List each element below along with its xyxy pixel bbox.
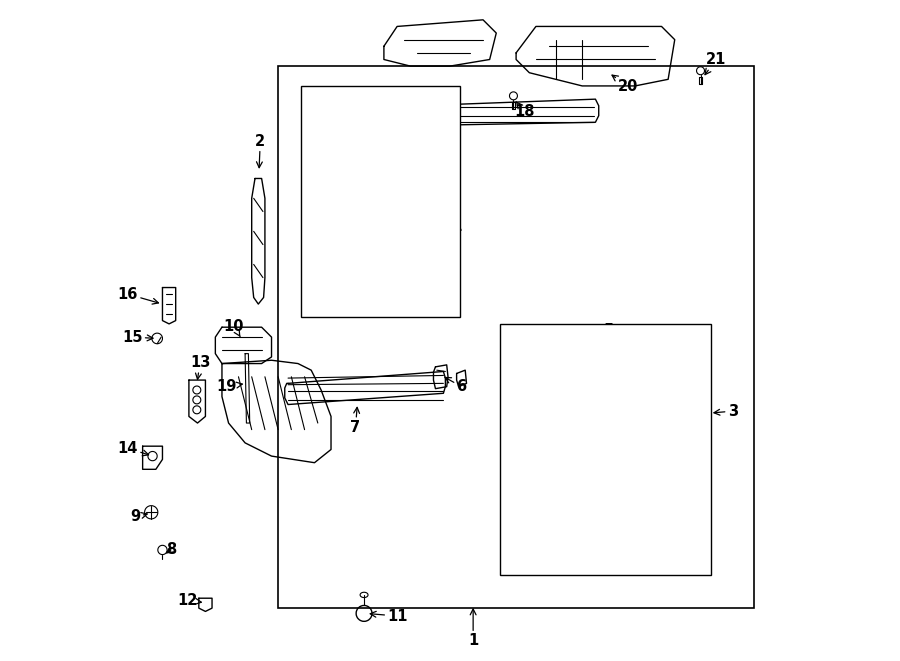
Text: 3: 3 <box>714 404 738 418</box>
Text: 19: 19 <box>217 379 242 394</box>
Text: 2: 2 <box>256 134 266 168</box>
Bar <box>500 324 711 575</box>
Text: 9: 9 <box>130 510 148 524</box>
Bar <box>302 86 460 317</box>
Text: 13: 13 <box>190 355 211 379</box>
Text: 12: 12 <box>177 593 202 607</box>
Text: 20: 20 <box>612 75 639 95</box>
Text: 16: 16 <box>118 287 158 304</box>
Text: 11: 11 <box>370 609 408 623</box>
Text: 7: 7 <box>350 407 361 435</box>
Text: 1: 1 <box>468 609 478 648</box>
Text: 10: 10 <box>223 319 244 336</box>
Text: 4: 4 <box>384 199 462 235</box>
Text: 8: 8 <box>166 543 176 557</box>
Text: 18: 18 <box>514 102 535 120</box>
Text: 17: 17 <box>428 87 449 111</box>
Text: 5: 5 <box>556 323 614 350</box>
Text: 14: 14 <box>118 441 148 456</box>
Text: 6: 6 <box>446 377 467 394</box>
Bar <box>278 66 754 608</box>
Text: 21: 21 <box>705 52 726 75</box>
Text: 15: 15 <box>122 330 153 344</box>
